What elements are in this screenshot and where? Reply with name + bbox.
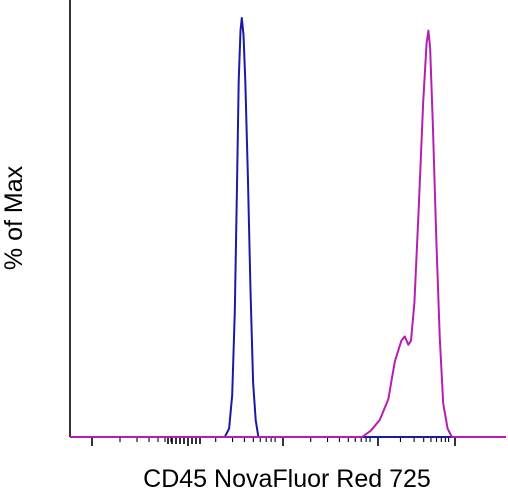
histogram-series-1 — [70, 17, 506, 438]
histogram-series — [70, 17, 506, 438]
x-axis-label: CD45 NovaFluor Red 725 — [143, 465, 431, 493]
histogram-series-2 — [70, 29, 506, 438]
y-axis-label: % of Max — [0, 165, 28, 270]
x-axis-ticks — [91, 437, 456, 446]
